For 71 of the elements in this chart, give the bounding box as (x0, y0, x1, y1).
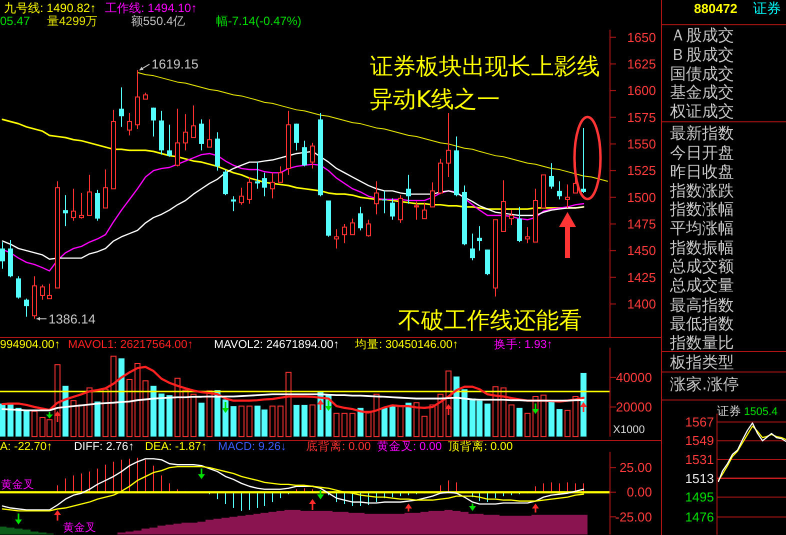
text: 昨日收盘 (670, 162, 734, 182)
text: 工作线: 1494.10↑ (105, 1, 198, 15)
text: Ａ股成交 (670, 26, 734, 45)
text: 基金成交 (670, 82, 734, 102)
y-tick-label: 1513 (685, 470, 714, 486)
text: 指数振幅 (669, 238, 734, 257)
text: 权证成交 (669, 101, 734, 120)
annotation: 不破工作线还能看 (398, 308, 582, 334)
y-tick-label: -25.00 (615, 509, 652, 524)
text: 总成交额 (669, 256, 734, 276)
annotation: 994904.00↑ (0, 339, 60, 351)
y-tick-label: 1625 (627, 56, 656, 72)
y-axis-title: X1000 (613, 424, 645, 436)
y-tick-label: 1600 (627, 83, 656, 98)
y-tick-label: 1400 (627, 296, 656, 312)
y-tick-label: 1525 (627, 163, 656, 178)
text: 指数涨幅 (669, 200, 734, 219)
annotation: 黄金叉 (63, 521, 96, 534)
text: 量4299万 (47, 14, 98, 28)
text: 板指类型 (669, 352, 734, 372)
text: 总成交量 (669, 276, 734, 294)
text: 证券 (753, 1, 781, 17)
annotation: A: -22.70↑ (0, 441, 52, 453)
series-label: DEA: -1.87↑ (145, 441, 207, 453)
annotation: 异动K线之一 (370, 87, 500, 113)
text: MAVOL1: 26217564.00↑ (68, 339, 194, 351)
text: 涨家.涨停 (670, 374, 740, 394)
y-tick-label: 25.00 (619, 460, 652, 476)
y-tick-label: 1531 (685, 452, 714, 468)
text: 平均涨幅 (670, 218, 734, 238)
series-label: DIFF: 2.76↑ (74, 441, 134, 453)
y-tick-label: 1650 (627, 30, 656, 45)
text: 05.47 (0, 14, 30, 28)
text: 指数涨跌 (669, 180, 734, 200)
text: 最高指数 (670, 295, 734, 314)
text: Ｂ股成交 (670, 45, 734, 64)
text: 国债成交 (670, 64, 734, 83)
annotation: 1386.14 (48, 311, 96, 326)
y-tick-label: 1575 (627, 110, 656, 125)
annotation: 黄金叉 (1, 478, 34, 491)
y-tick-label: 40000 (616, 370, 652, 385)
text: 幅-7.14(-0.47%) (216, 14, 302, 28)
annotation: 底背离: 0.00 (306, 439, 371, 453)
y-tick-label: 1495 (685, 490, 714, 505)
y-tick-label: 1500 (627, 190, 656, 205)
annotation: 1619.15 (152, 56, 198, 72)
y-tick-label: 1450 (627, 243, 656, 258)
y-tick-label: 1476 (685, 509, 714, 524)
text: MAVOL2: 24671894.00↑ (214, 339, 340, 351)
text: 今日开盘 (670, 143, 734, 162)
text: 指数量比 (669, 332, 734, 352)
annotation: 顶背离: 0.00 (448, 439, 513, 453)
annotation: 证券板块出现长上影线 (370, 54, 600, 80)
annotation: 均量: 30450146.00↑ (354, 338, 458, 351)
y-tick-label: 20000 (616, 400, 652, 414)
y-tick-label: 1549 (685, 433, 714, 448)
chart-title: 证券 (717, 404, 741, 418)
text: 额550.4亿 (131, 14, 186, 28)
y-tick-label: 1567 (685, 414, 714, 430)
y-tick-label: 1475 (627, 216, 656, 232)
chart-subtitle: 1505.4 (744, 406, 778, 418)
text: 九号线: 1490.82↑ (4, 1, 96, 15)
text: 最新指数 (670, 124, 734, 143)
y-tick-label: 0.00 (626, 484, 652, 500)
text: 最低指数 (670, 314, 734, 333)
annotation: 换手: 1.93↑ (494, 337, 553, 351)
y-tick-label: 1425 (627, 270, 656, 285)
y-tick-label: 1550 (627, 136, 656, 152)
text: 880472 (694, 1, 738, 16)
annotation: MACD: 9.26↓ (218, 441, 286, 453)
annotation: 黄金叉: 0.00 (377, 440, 442, 453)
